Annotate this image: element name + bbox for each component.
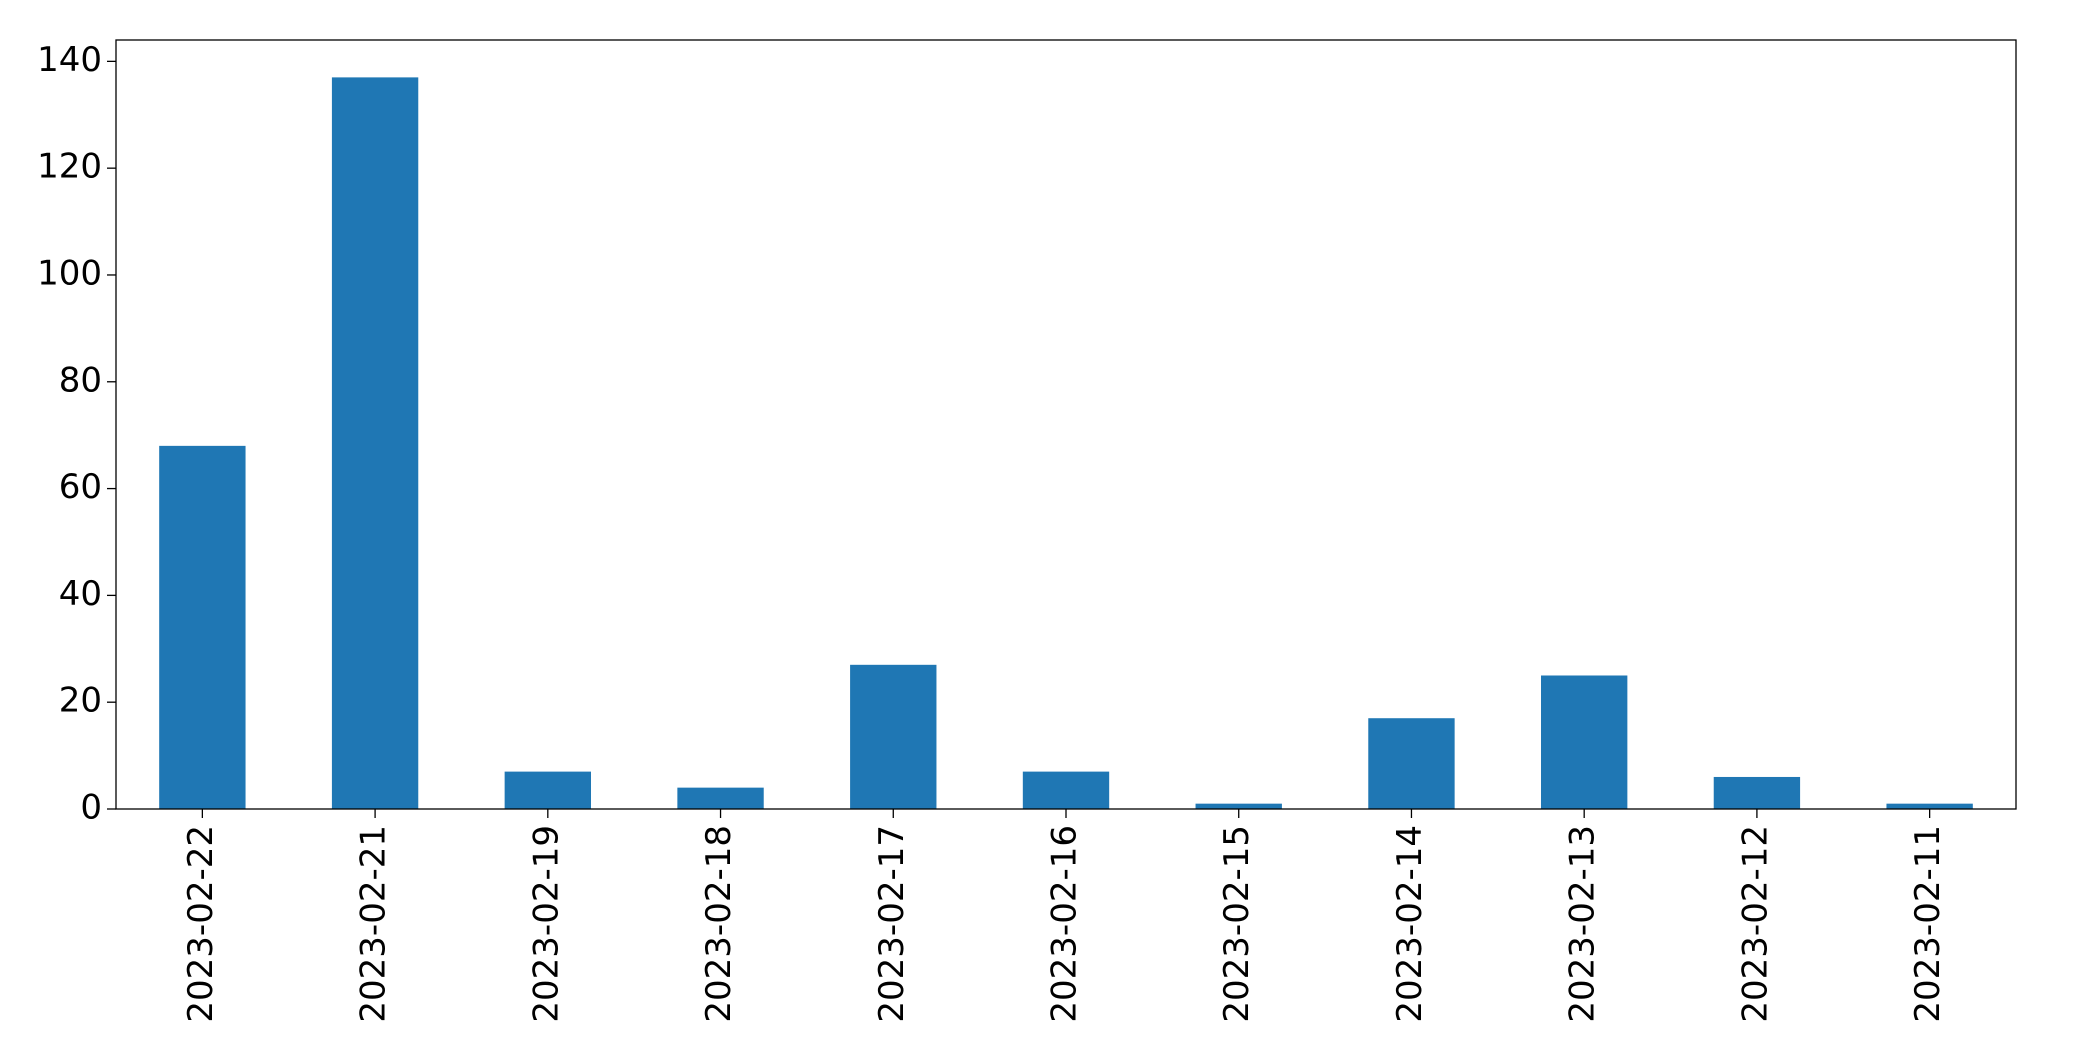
y-tick-label: 140	[37, 40, 102, 80]
plot-frame	[115, 39, 2017, 810]
bar	[677, 787, 764, 809]
x-tick-label: 2023-02-19	[526, 825, 566, 1023]
x-tick-label: 2023-02-16	[1045, 825, 1085, 1023]
y-tick-label: 40	[59, 574, 102, 614]
x-tick-label: 2023-02-22	[181, 825, 221, 1023]
bar	[504, 771, 591, 809]
bar	[850, 664, 937, 809]
y-tick-label: 100	[37, 253, 102, 293]
x-tick-label: 2023-02-18	[699, 825, 739, 1023]
x-tick-label: 2023-02-11	[1908, 825, 1948, 1023]
y-tick-label: 120	[37, 147, 102, 187]
bar	[1195, 803, 1282, 809]
x-tick-label: 2023-02-12	[1735, 825, 1775, 1023]
bar	[1886, 803, 1973, 809]
bar	[331, 77, 419, 809]
bar	[159, 445, 246, 809]
x-tick-label: 2023-02-21	[354, 825, 394, 1023]
y-tick-label: 20	[59, 681, 102, 721]
bar	[1713, 776, 1801, 809]
bar	[1368, 718, 1455, 809]
y-tick-label: 80	[59, 360, 102, 400]
x-tick-label: 2023-02-17	[872, 825, 912, 1023]
x-tick-label: 2023-02-13	[1563, 825, 1603, 1023]
x-tick-label: 2023-02-14	[1390, 825, 1430, 1023]
y-tick-label: 60	[59, 467, 102, 507]
x-tick-label: 2023-02-15	[1217, 825, 1257, 1023]
y-tick-label: 0	[80, 788, 102, 828]
bar	[1541, 675, 1628, 809]
bar	[1022, 771, 1110, 809]
